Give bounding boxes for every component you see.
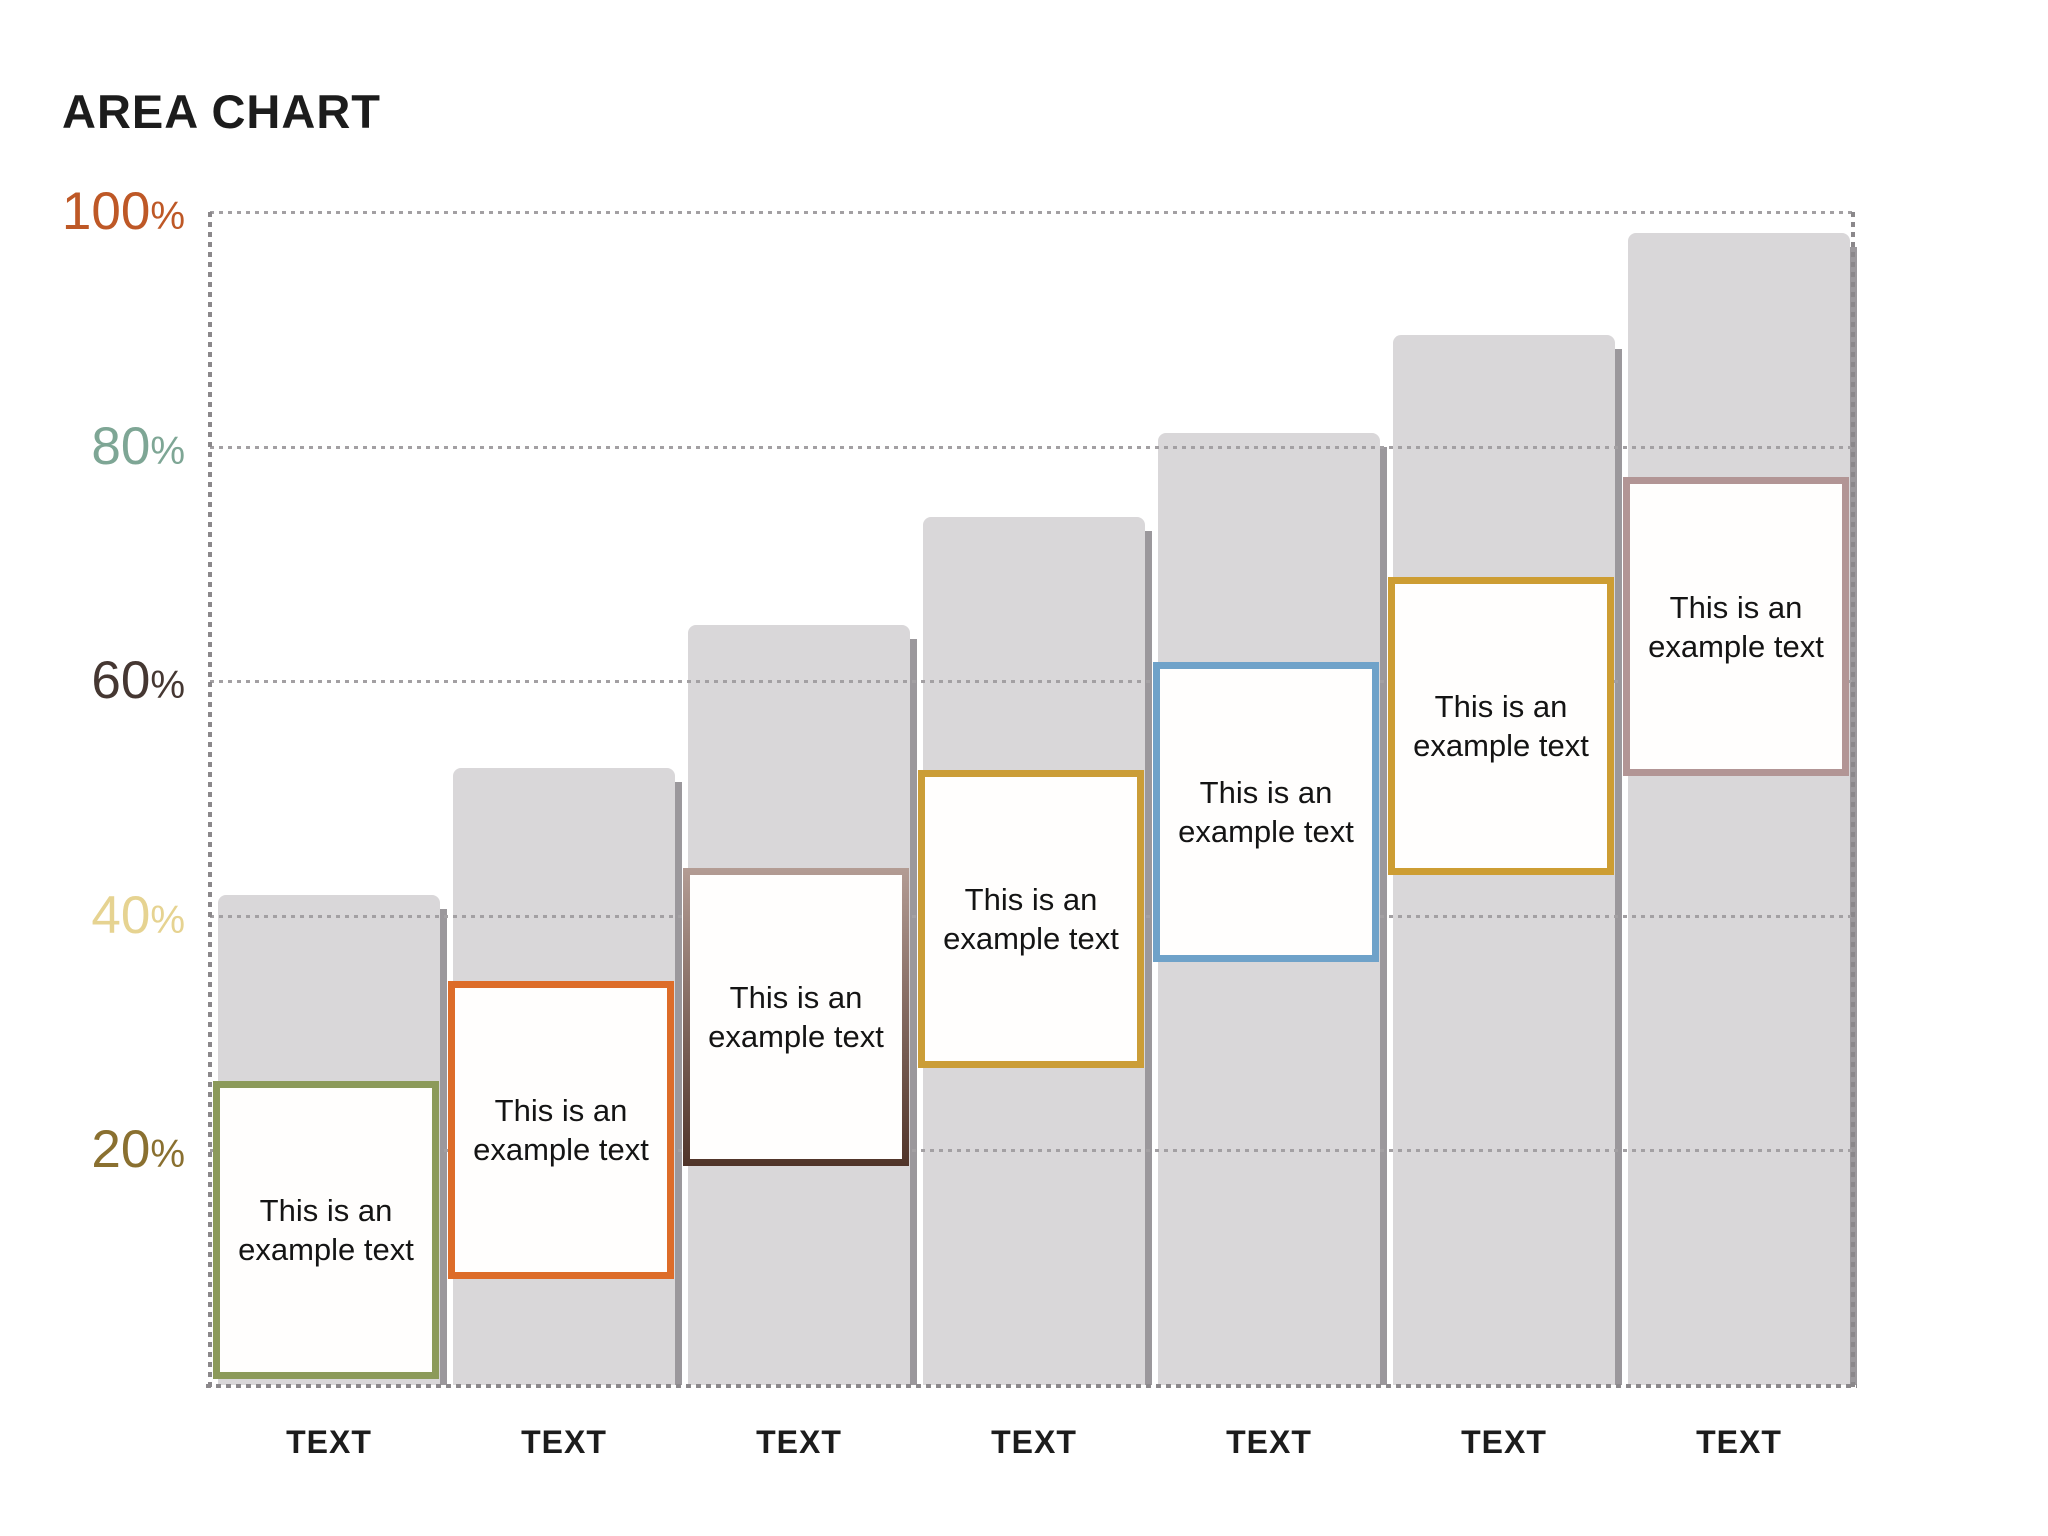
text-box-label: This is an example text xyxy=(1413,688,1589,763)
bar-fill xyxy=(1628,233,1850,1385)
text-box-6: This is an example text xyxy=(1388,576,1614,875)
plot-area: This is an example text This is an exampl… xyxy=(206,211,1857,1389)
text-box-body: This is an example text xyxy=(455,988,667,1273)
gridline-20 xyxy=(210,1149,1853,1153)
bar-shadow-edge xyxy=(1615,349,1622,1385)
percent-sign: % xyxy=(150,195,185,238)
text-box-label: This is an example text xyxy=(943,882,1119,957)
text-box-body: This is an example text xyxy=(1160,669,1372,955)
y-tick-number: 80 xyxy=(91,416,151,476)
percent-sign: % xyxy=(150,429,185,473)
gridline-100 xyxy=(210,211,1853,214)
text-box-label: This is an example text xyxy=(1648,589,1824,664)
x-tick-label-6: TEXT xyxy=(1461,1424,1547,1460)
text-box-2: This is an example text xyxy=(448,981,674,1280)
bar-shadow-edge xyxy=(675,782,682,1385)
x-tick-label-2: TEXT xyxy=(521,1424,607,1460)
page-title: AREA CHART xyxy=(62,85,381,138)
text-box-body: This is an example text xyxy=(1630,484,1842,770)
y-tick-label-60: 60% xyxy=(25,653,185,722)
text-box-label: This is an example text xyxy=(473,1093,649,1168)
bar-shadow-edge xyxy=(440,908,447,1385)
text-box-4: This is an example text xyxy=(918,770,1144,1069)
y-axis-line xyxy=(208,212,212,1389)
x-tick-label-1: TEXT xyxy=(286,1424,372,1460)
text-box-7: This is an example text xyxy=(1623,477,1849,777)
text-box-label: This is an example text xyxy=(1178,774,1354,849)
bar-shadow-edge xyxy=(910,638,917,1385)
percent-sign: % xyxy=(150,1133,185,1177)
bar-7 xyxy=(1628,233,1857,1385)
x-tick-label-3: TEXT xyxy=(756,1424,842,1460)
text-box-3: This is an example text xyxy=(683,867,909,1166)
percent-sign: % xyxy=(150,664,185,708)
x-axis-line xyxy=(206,1384,1857,1388)
y-tick-number: 20 xyxy=(91,1120,151,1180)
gridline-60 xyxy=(210,680,1853,684)
x-tick-label-5: TEXT xyxy=(1226,1424,1312,1460)
y-tick-label-40: 40% xyxy=(25,885,185,957)
text-box-1: This is an example text xyxy=(213,1081,439,1380)
text-box-body: This is an example text xyxy=(690,874,902,1159)
gridline-80 xyxy=(210,445,1853,449)
percent-sign: % xyxy=(150,898,185,942)
text-box-body: This is an example text xyxy=(925,777,1137,1062)
y-tick-number: 100 xyxy=(61,182,151,241)
text-box-label: This is an example text xyxy=(238,1193,414,1268)
text-box-body: This is an example text xyxy=(1395,583,1607,868)
y-tick-label-20: 20% xyxy=(25,1122,185,1191)
text-box-5: This is an example text xyxy=(1153,662,1379,962)
y-tick-number: 60 xyxy=(91,651,151,711)
x-tick-label-4: TEXT xyxy=(991,1424,1077,1460)
text-box-label: This is an example text xyxy=(708,979,884,1054)
bar-shadow-edge xyxy=(1145,530,1152,1385)
plot-right-border xyxy=(1851,212,1855,1389)
y-tick-label-100: 100% xyxy=(25,184,185,253)
text-box-body: This is an example text xyxy=(220,1088,432,1373)
y-tick-number: 40 xyxy=(91,885,151,945)
x-tick-label-7: TEXT xyxy=(1696,1424,1782,1460)
y-tick-label-80: 80% xyxy=(25,416,185,488)
